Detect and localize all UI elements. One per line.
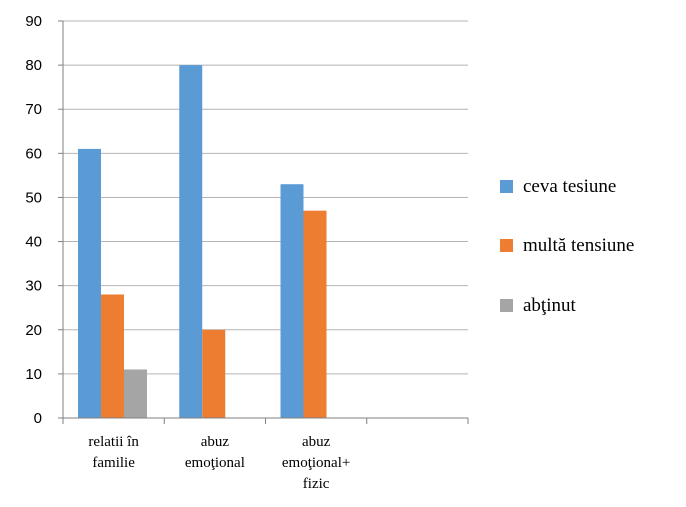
- bar: [179, 65, 203, 418]
- y-tick-label: 20: [25, 322, 42, 339]
- x-category-label: relatii în: [88, 434, 139, 450]
- legend-label: multă tensiune: [523, 235, 634, 256]
- y-tick-label: 70: [25, 101, 42, 118]
- bar: [303, 210, 327, 418]
- x-category-label: familie: [92, 455, 135, 471]
- y-tick-label: 50: [25, 189, 42, 206]
- legend-label: ceva tesiune: [523, 176, 616, 197]
- legend-swatch: [500, 299, 513, 312]
- y-tick-label: 90: [25, 13, 42, 30]
- bar: [78, 148, 101, 418]
- x-category-label: abuz: [201, 434, 230, 450]
- x-category-label: fizic: [303, 476, 330, 492]
- bar: [124, 369, 147, 418]
- gridlines: [63, 20, 468, 375]
- legend-swatch: [500, 239, 513, 252]
- bar: [280, 184, 304, 418]
- y-tick-label: 10: [25, 366, 42, 383]
- bar: [101, 294, 124, 418]
- x-category-label: emoţional+: [282, 455, 350, 471]
- bars: [78, 65, 327, 418]
- legend: ceva tesiune multă tensiune abţinut: [500, 176, 634, 316]
- legend-label: abţinut: [523, 295, 576, 316]
- y-tick-label: 60: [25, 145, 42, 162]
- y-tick-label: 80: [25, 57, 42, 74]
- x-category-label: emoţional: [185, 455, 245, 471]
- x-axis-categories: relatii în familie abuz emoţional abuz emoţio…: [62, 418, 469, 492]
- bar: [202, 329, 226, 418]
- y-axis-ticks: 0 10 20 30 40 50 60 70 80 90: [25, 13, 63, 427]
- x-category-label: abuz: [302, 434, 331, 450]
- y-tick-label: 0: [34, 410, 42, 427]
- legend-swatch: [500, 180, 513, 193]
- y-tick-label: 30: [25, 278, 42, 295]
- y-tick-label: 40: [25, 234, 42, 251]
